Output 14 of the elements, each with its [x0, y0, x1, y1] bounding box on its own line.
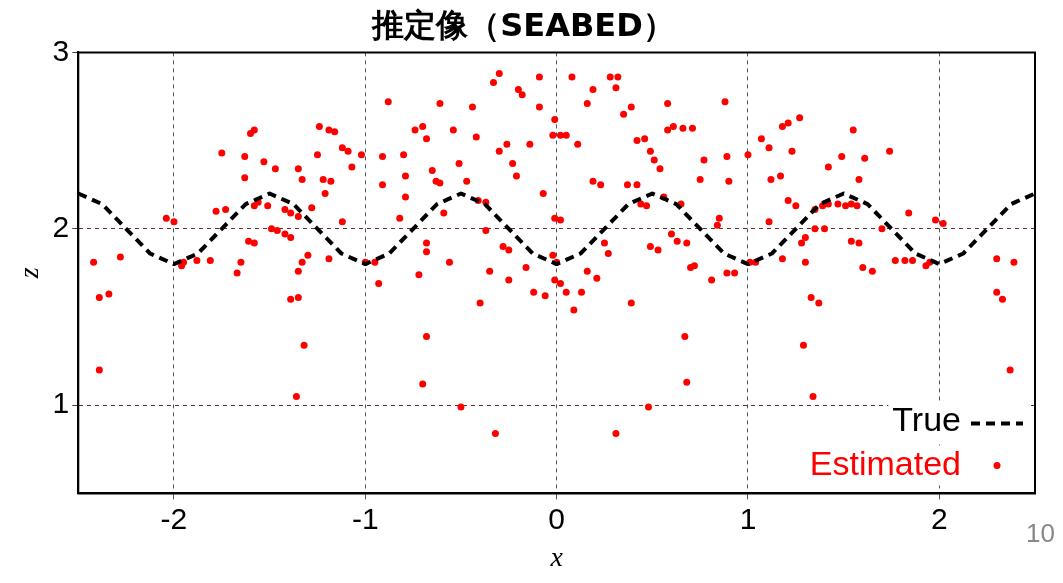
text: 10	[1026, 518, 1055, 549]
y-tick-label: 2	[52, 210, 70, 244]
y-tick-label: 3	[52, 33, 70, 67]
y-tick-label: 1	[52, 386, 70, 420]
legend-label: True	[892, 399, 961, 438]
x-tick-label: 2	[930, 501, 948, 535]
x-tick-label: -2	[160, 501, 188, 535]
y-axis-title: z	[13, 267, 45, 280]
x-axis-title: x	[549, 540, 564, 572]
legend-label: Estimated	[809, 443, 961, 482]
x-tick-label: 1	[739, 501, 757, 535]
chart-title: 推定像（SEABED）	[371, 5, 675, 44]
x-tick-label: 0	[548, 501, 565, 535]
x-tick-label: -1	[351, 501, 379, 535]
